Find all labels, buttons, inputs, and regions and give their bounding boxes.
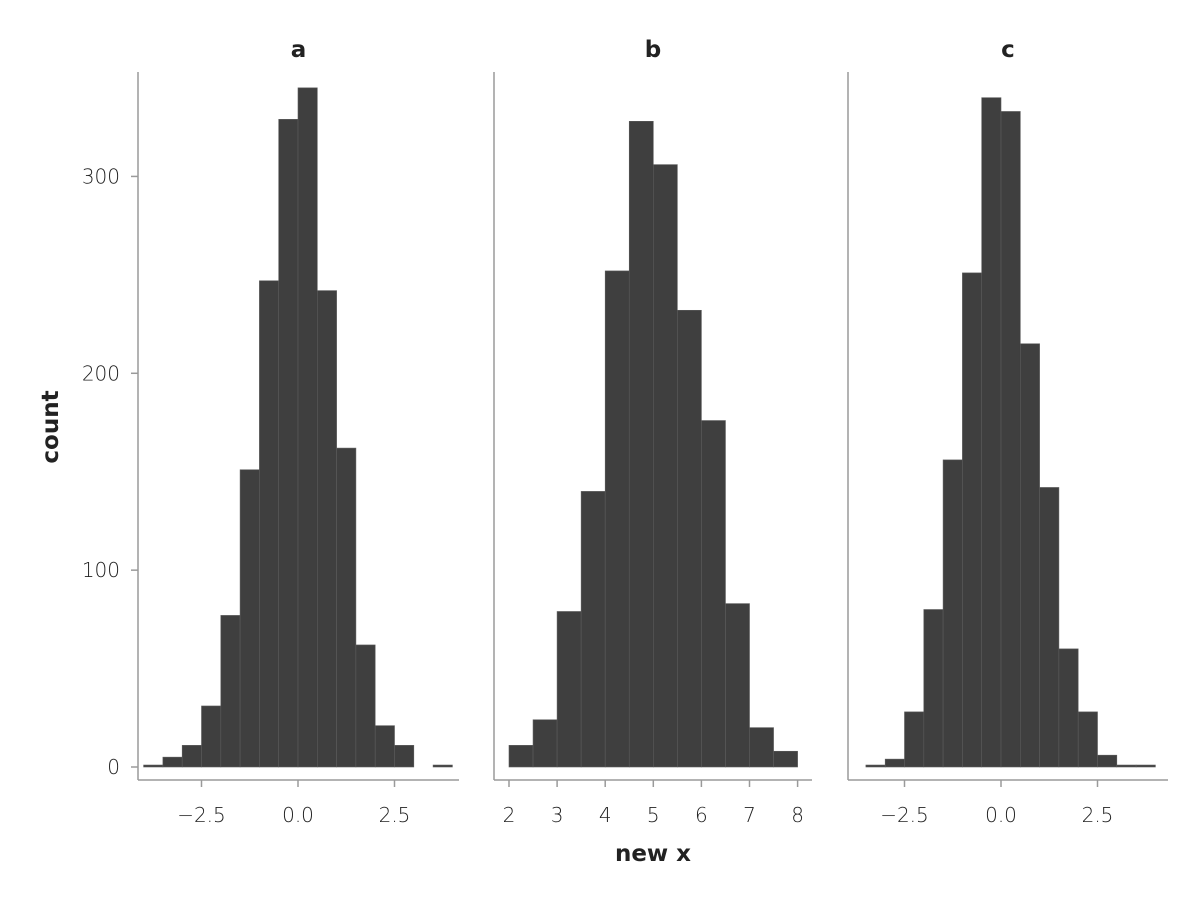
histogram-bar [394,745,415,768]
x-tick-label: 7 [743,803,756,827]
panel-title: c [1001,37,1015,63]
x-tick-label: 6 [695,803,708,827]
histogram-bar [374,725,395,768]
x-tick-label: 4 [599,803,612,827]
y-tick-label: 0 [107,755,120,779]
histogram-bar [962,272,983,768]
x-tick-label: −2.5 [177,803,226,827]
y-tick-label: 100 [82,558,120,582]
histogram-bar [355,644,376,768]
x-tick-label: 2 [503,803,516,827]
histogram-bar [580,491,606,768]
x-tick-label: 2.5 [379,803,411,827]
x-tick-label: 3 [551,803,564,827]
panel-a: a −2.5 0.0 2.5 [137,37,459,827]
histogram-bar [143,764,164,768]
histogram-bar [181,745,202,768]
y-tick-label: 200 [82,361,120,385]
histogram-bar [652,164,678,768]
histogram-bar [532,719,558,768]
histogram-bar [773,750,798,768]
histogram-bar [556,611,582,768]
panels-layer: a −2.5 0.0 2.5 b 2 3 4 5 6 7 8 c −2.5 0.0 2.5 0 100 200 300 [82,37,1168,827]
histogram-bar [677,309,702,768]
panel-title: a [291,37,307,63]
histogram-bar [1135,764,1156,768]
histogram-bar [884,758,905,768]
histogram-bar [508,745,534,768]
histogram-bar [201,705,222,768]
histogram-bar [239,469,260,768]
histogram-bar [701,420,726,768]
histogram-bar [1039,487,1060,768]
histogram-bar [981,97,1002,768]
histogram-bar [1000,111,1021,768]
histogram-bar [604,270,630,768]
histogram-bar [725,603,750,768]
histogram-bar [1097,754,1118,768]
histogram-bar [628,121,654,768]
histogram-bar [1019,343,1040,768]
histogram-bar [278,119,299,768]
histogram-bar [297,87,318,768]
x-tick-label: 5 [647,803,660,827]
histogram-bar [259,280,279,768]
y-axis-ticks: 0 100 200 300 [82,164,138,779]
x-tick-label: 2.5 [1082,803,1114,827]
histogram-bar [1116,764,1137,768]
histogram-bar [865,764,886,768]
histogram-bar [162,756,183,768]
x-tick-label: −2.5 [880,803,929,827]
x-tick-label: 0.0 [282,803,314,827]
panel-c: c −2.5 0.0 2.5 [847,37,1168,827]
histogram-bar [923,609,944,768]
histogram-bar [336,447,357,768]
x-tick-label: 0.0 [985,803,1017,827]
y-tick-label: 300 [82,164,120,188]
histogram-bar [316,290,337,768]
y-axis-title: count [38,390,64,463]
x-axis-title: new x [615,841,691,867]
histogram-bar [942,459,963,768]
histogram-bar [749,727,774,768]
histogram-bar [1058,648,1079,768]
histogram-bar [1077,711,1098,768]
x-tick-label: 8 [791,803,804,827]
histogram-bar [220,615,241,768]
histogram-bar [904,711,925,768]
histogram-bar [432,764,453,768]
panel-b: b 2 3 4 5 6 7 8 [493,37,812,827]
panel-title: b [645,37,661,63]
